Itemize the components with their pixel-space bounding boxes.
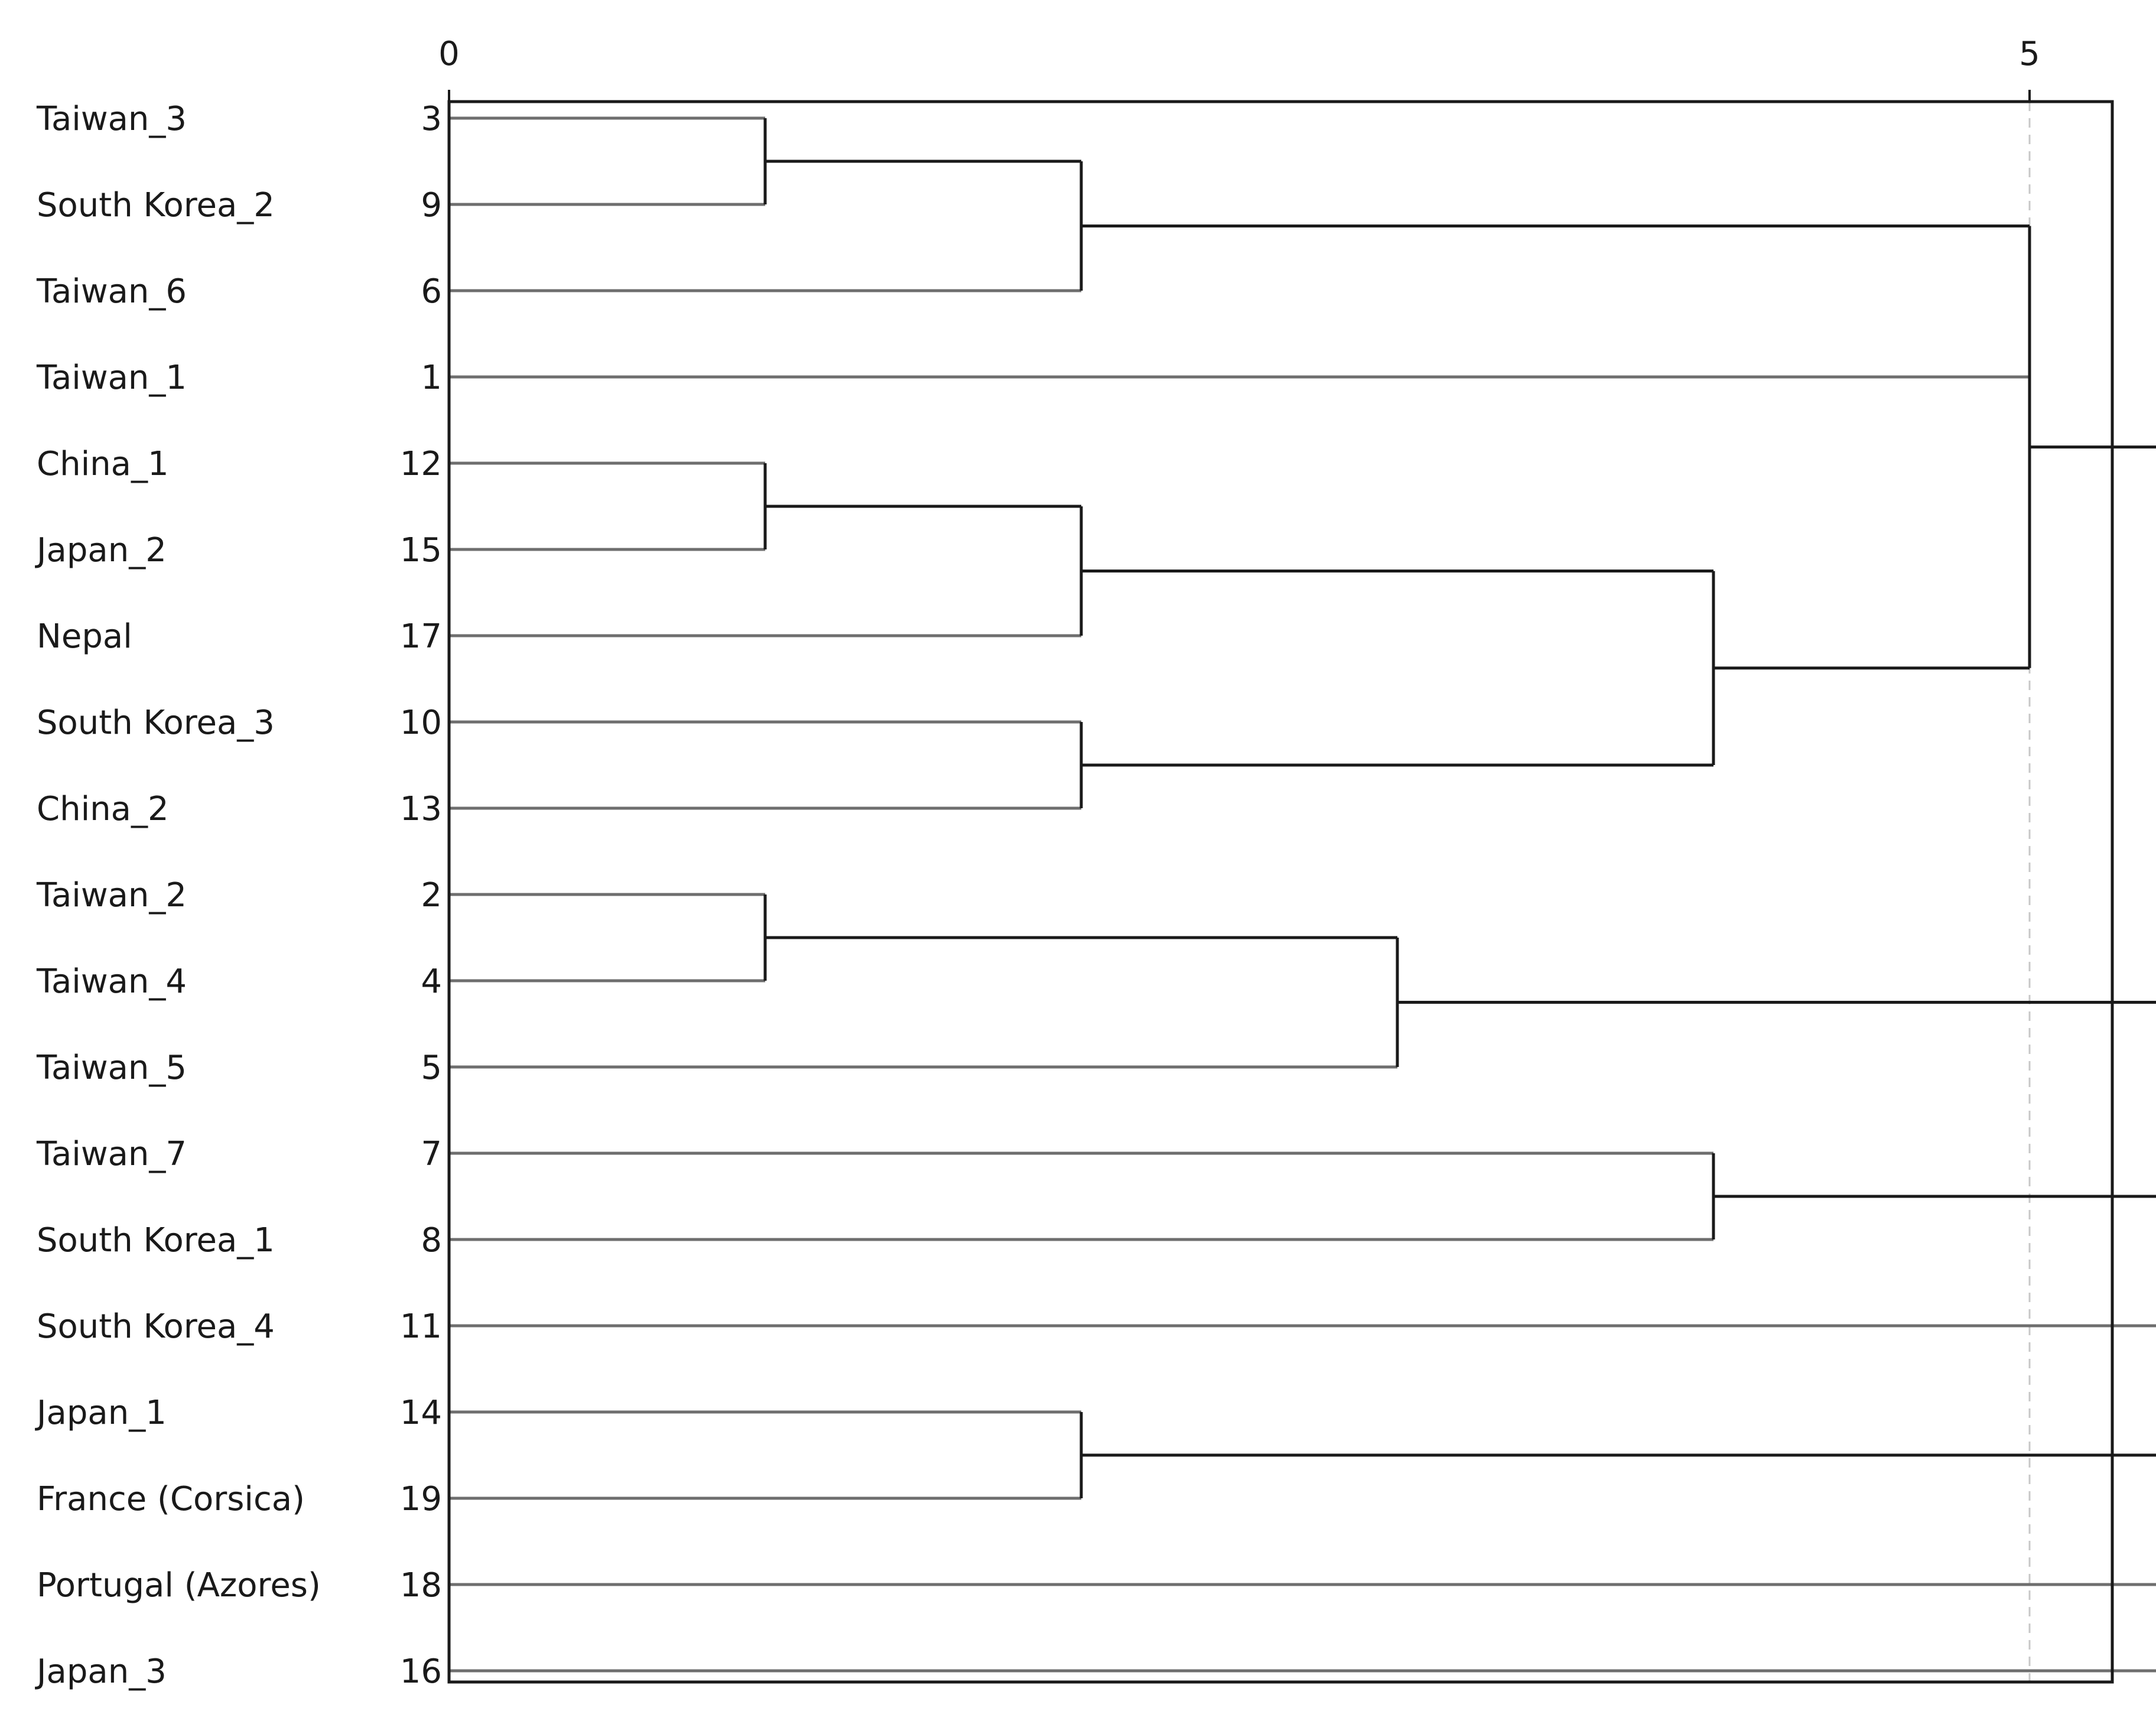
leaf-label: China_2 (37, 790, 169, 828)
leaf-label: South Korea_2 (37, 186, 275, 225)
leaf-label: Taiwan_5 (36, 1049, 187, 1087)
grid-layer (2028, 102, 2031, 1682)
leaf-id: 5 (421, 1049, 442, 1087)
leaf-id: 14 (400, 1394, 442, 1432)
plot-frame (447, 100, 2114, 1684)
leaf-label: Portugal (Azores) (37, 1566, 321, 1605)
leaf-id: 19 (400, 1480, 442, 1518)
leaf-id: 2 (421, 876, 442, 915)
leaf-label: Japan_2 (35, 531, 167, 570)
leaf-label: Taiwan_7 (36, 1135, 187, 1173)
leaf-id: 17 (400, 617, 442, 656)
leaf-id: 7 (421, 1135, 442, 1173)
dendrogram-links (449, 116, 2156, 1673)
leaf-id: 16 (400, 1652, 442, 1691)
leaf-id: 4 (421, 962, 442, 1001)
leaf-id: 9 (421, 186, 442, 225)
leaf-label: Taiwan_3 (36, 100, 187, 138)
leaf-id: 13 (400, 790, 442, 828)
leaf-label: Taiwan_4 (36, 962, 187, 1001)
leaf-label: Japan_3 (35, 1652, 167, 1691)
leaf-label: Taiwan_6 (36, 272, 187, 311)
leaf-label: Taiwan_2 (36, 876, 187, 915)
leaf-label: South Korea_3 (37, 704, 275, 742)
leaf-id: 1 (421, 359, 442, 397)
leaf-label: China_1 (37, 445, 169, 483)
leaf-label: South Korea_4 (37, 1307, 275, 1346)
leaf-id: 15 (400, 531, 442, 570)
leaf-label: South Korea_1 (37, 1221, 275, 1260)
x-tick-label-0: 0 (438, 35, 460, 73)
leaf-id: 8 (421, 1221, 442, 1260)
leaf-id: 11 (400, 1307, 442, 1346)
leaf-id: 6 (421, 272, 442, 311)
leaf-label: France (Corsica) (37, 1480, 305, 1518)
x-tick-label-5: 5 (2019, 35, 2040, 73)
x-axis: 0510152025 (438, 35, 2040, 102)
leaf-id: 3 (421, 100, 442, 138)
leaf-id: 10 (400, 704, 442, 742)
leaf-label: Taiwan_1 (36, 359, 187, 397)
leaf-label: Nepal (37, 617, 132, 656)
leaf-label: Japan_1 (35, 1394, 167, 1432)
leaf-labels: Taiwan_3 3 South Korea_2 9 Taiwan_6 6 Taiwan_1… (35, 100, 442, 1691)
leaf-id: 18 (400, 1566, 442, 1605)
leaf-id: 12 (400, 445, 442, 483)
